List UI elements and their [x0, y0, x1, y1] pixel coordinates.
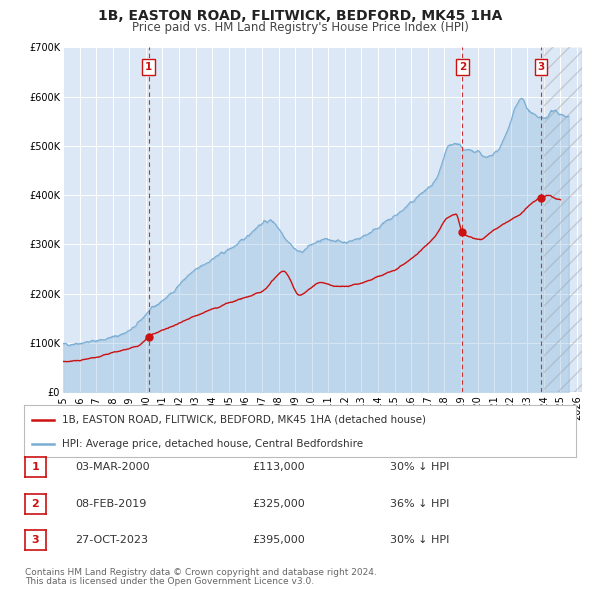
Text: Contains HM Land Registry data © Crown copyright and database right 2024.: Contains HM Land Registry data © Crown c…	[25, 568, 377, 577]
Text: £113,000: £113,000	[252, 463, 305, 472]
Text: 03-MAR-2000: 03-MAR-2000	[75, 463, 149, 472]
Text: £325,000: £325,000	[252, 499, 305, 509]
Text: 08-FEB-2019: 08-FEB-2019	[75, 499, 146, 509]
Text: Price paid vs. HM Land Registry's House Price Index (HPI): Price paid vs. HM Land Registry's House …	[131, 21, 469, 34]
Text: 30% ↓ HPI: 30% ↓ HPI	[390, 463, 449, 472]
Text: This data is licensed under the Open Government Licence v3.0.: This data is licensed under the Open Gov…	[25, 578, 314, 586]
Text: 36% ↓ HPI: 36% ↓ HPI	[390, 499, 449, 509]
Text: 3: 3	[537, 62, 545, 72]
Text: 3: 3	[32, 536, 39, 545]
Text: 27-OCT-2023: 27-OCT-2023	[75, 536, 148, 545]
Text: 1: 1	[32, 463, 39, 472]
Text: 1: 1	[145, 62, 152, 72]
Text: 1B, EASTON ROAD, FLITWICK, BEDFORD, MK45 1HA (detached house): 1B, EASTON ROAD, FLITWICK, BEDFORD, MK45…	[62, 415, 425, 425]
Text: 2: 2	[458, 62, 466, 72]
Text: HPI: Average price, detached house, Central Bedfordshire: HPI: Average price, detached house, Cent…	[62, 439, 362, 449]
Text: £395,000: £395,000	[252, 536, 305, 545]
Text: 2: 2	[32, 499, 39, 509]
Text: 30% ↓ HPI: 30% ↓ HPI	[390, 536, 449, 545]
Text: 1B, EASTON ROAD, FLITWICK, BEDFORD, MK45 1HA: 1B, EASTON ROAD, FLITWICK, BEDFORD, MK45…	[98, 9, 502, 23]
